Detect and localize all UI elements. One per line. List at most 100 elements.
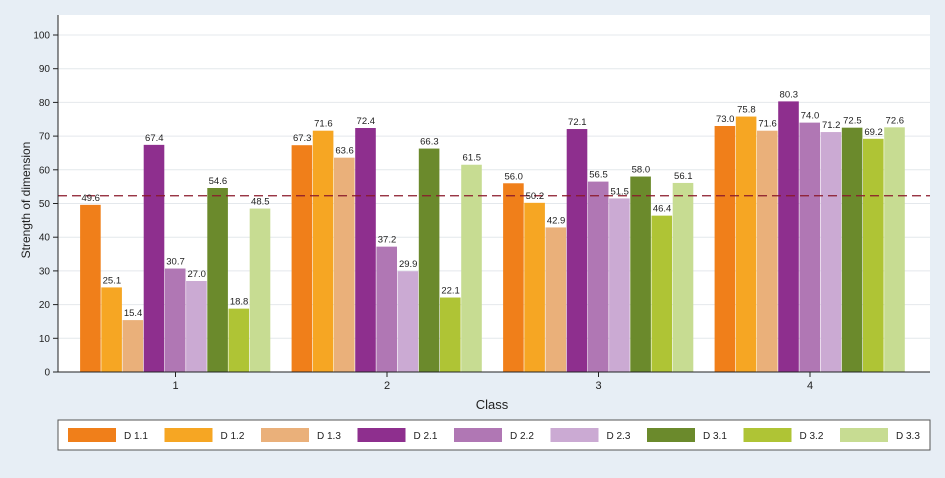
legend-swatch: [68, 428, 116, 442]
y-tick-label: 0: [44, 368, 50, 379]
bar: [249, 208, 271, 372]
bar: [863, 138, 884, 372]
bar-value-label: 30.7: [166, 257, 185, 268]
legend-label: D 1.2: [221, 431, 245, 442]
bar: [757, 130, 778, 372]
bar: [524, 202, 545, 372]
bar: [122, 320, 144, 372]
x-tick-label: 4: [807, 380, 813, 392]
legend-label: D 2.1: [414, 431, 438, 442]
bar: [186, 281, 207, 372]
legend-swatch: [647, 428, 695, 442]
bar-value-label: 72.6: [886, 115, 905, 126]
axes: 0 10 20 30 40 50 60 70 80 90 100 1 2 3 4: [33, 15, 930, 392]
bar-value-label: 71.2: [822, 120, 841, 131]
bar-value-label: 72.4: [357, 116, 376, 127]
legend-swatch: [743, 428, 792, 442]
x-tick-label: 2: [384, 380, 390, 392]
bar: [630, 176, 651, 372]
legend-swatch: [550, 428, 599, 442]
legend-swatch: [261, 428, 309, 442]
bar-value-label: 29.9: [399, 259, 418, 270]
legend-label: D 3.2: [800, 431, 824, 442]
bar-value-label: 46.4: [653, 204, 672, 215]
x-tick-label: 3: [595, 380, 601, 392]
y-axis-title: Strength of dimension: [19, 142, 33, 259]
y-tick-label: 60: [39, 165, 51, 176]
bar-value-label: 51.5: [610, 186, 629, 197]
bar: [672, 182, 694, 372]
y-tick-label: 70: [39, 132, 51, 143]
bar: [143, 144, 165, 372]
bar-value-label: 37.2: [378, 235, 397, 246]
bar-value-label: 69.2: [864, 127, 883, 138]
bar: [80, 204, 101, 372]
bar: [461, 164, 482, 372]
bar-value-label: 71.6: [314, 119, 333, 130]
bar-value-label: 72.1: [568, 117, 587, 128]
legend-label: D 2.3: [607, 431, 631, 442]
legend-label: D 3.1: [703, 431, 727, 442]
bars: [80, 101, 905, 373]
y-tick-label: 40: [39, 233, 51, 244]
y-tick-label: 20: [39, 300, 51, 311]
bar: [799, 122, 820, 373]
bar: [101, 287, 122, 372]
data-labels: 49.6 25.1 15.4 67.4 30.727.0 54.6 18.8 48.5 67.3…: [81, 89, 904, 319]
y-tick-label: 30: [39, 266, 51, 277]
bar: [228, 308, 250, 372]
bar: [207, 187, 228, 372]
legend-label: D 3.3: [896, 431, 920, 442]
y-tick-label: 90: [39, 64, 51, 75]
bar-value-label: 49.6: [81, 193, 100, 204]
bar-value-label: 66.3: [420, 137, 439, 148]
bar: [418, 148, 440, 372]
legend-swatch: [357, 428, 406, 442]
bar-value-label: 73.0: [716, 114, 735, 125]
y-tick-label: 100: [33, 31, 50, 42]
bar: [545, 227, 567, 372]
legend-swatch: [164, 428, 213, 442]
y-tick-label: 50: [39, 199, 51, 210]
bar-value-label: 56.1: [674, 171, 693, 182]
bar: [651, 215, 673, 372]
bar: [778, 101, 799, 372]
bar: [587, 181, 609, 372]
bar: [355, 128, 376, 372]
legend-label: D 1.3: [317, 431, 341, 442]
x-axis-title: Class: [476, 397, 509, 412]
bar-value-label: 22.1: [441, 286, 460, 297]
bar: [164, 268, 186, 372]
legend-swatch: [840, 428, 888, 442]
bar: [312, 130, 334, 372]
bar-value-label: 42.9: [547, 215, 566, 226]
bar-value-label: 54.6: [209, 176, 228, 187]
legend-label: D 2.2: [510, 431, 534, 442]
bar-value-label: 56.0: [504, 171, 523, 182]
legend-swatch: [454, 428, 502, 442]
bar: [566, 129, 588, 372]
legend-label: D 1.1: [124, 431, 148, 442]
bar-value-label: 72.5: [843, 116, 862, 127]
legend: D 1.1 D 1.2 D 1.3 D 2.1 D 2.2 D 2.3 D 3.1 D 3.2…: [68, 428, 920, 442]
bar-value-label: 61.5: [463, 153, 482, 164]
bar-value-label: 48.5: [251, 197, 270, 208]
bar-value-label: 74.0: [801, 111, 820, 122]
bar: [334, 157, 355, 372]
bar-value-label: 25.1: [103, 275, 122, 286]
bar-value-label: 67.3: [293, 133, 312, 144]
bar-value-label: 18.8: [230, 297, 249, 308]
bar: [714, 125, 736, 373]
bar-value-label: 58.0: [632, 165, 651, 176]
bar-value-label: 71.6: [758, 119, 777, 130]
bar-value-label: 56.5: [589, 170, 608, 181]
bar: [397, 271, 419, 372]
bar: [841, 127, 863, 372]
bar: [884, 127, 905, 372]
bar-value-label: 15.4: [124, 308, 143, 319]
bar: [820, 132, 842, 372]
y-tick-label: 80: [39, 98, 51, 109]
bar: [440, 297, 461, 372]
bar: [291, 145, 313, 372]
